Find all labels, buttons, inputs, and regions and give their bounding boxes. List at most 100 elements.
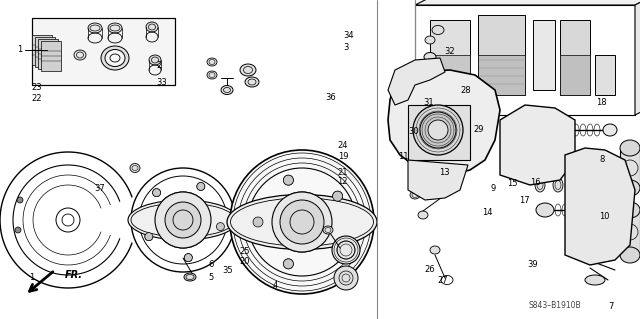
Circle shape — [216, 223, 225, 231]
Circle shape — [216, 223, 225, 231]
Circle shape — [280, 200, 324, 244]
Text: 12: 12 — [337, 177, 348, 186]
Text: 31: 31 — [424, 98, 434, 107]
Ellipse shape — [620, 247, 640, 263]
Text: 19: 19 — [338, 152, 348, 161]
Circle shape — [197, 182, 205, 190]
Ellipse shape — [589, 178, 599, 192]
Circle shape — [152, 189, 161, 197]
Ellipse shape — [227, 195, 377, 249]
Circle shape — [284, 259, 293, 269]
Circle shape — [284, 259, 293, 269]
Polygon shape — [635, 0, 640, 115]
Circle shape — [272, 192, 332, 252]
Circle shape — [253, 217, 263, 227]
Text: S843–B1910B: S843–B1910B — [529, 301, 581, 310]
Circle shape — [420, 112, 456, 148]
Ellipse shape — [553, 178, 563, 192]
Ellipse shape — [74, 50, 86, 60]
Text: 25: 25 — [240, 247, 250, 256]
Text: 22: 22 — [32, 94, 42, 103]
Ellipse shape — [603, 204, 617, 216]
Text: 15: 15 — [507, 179, 517, 188]
Ellipse shape — [571, 178, 581, 192]
Circle shape — [184, 254, 192, 262]
Ellipse shape — [620, 180, 640, 196]
Ellipse shape — [108, 23, 122, 33]
Text: 7: 7 — [609, 302, 614, 311]
Ellipse shape — [207, 58, 217, 66]
Text: FR.: FR. — [65, 270, 83, 280]
Circle shape — [145, 233, 153, 241]
Ellipse shape — [207, 71, 217, 79]
Text: 10: 10 — [600, 212, 610, 221]
Circle shape — [145, 233, 153, 241]
Ellipse shape — [620, 140, 640, 156]
Text: 1: 1 — [17, 46, 22, 55]
Circle shape — [333, 243, 342, 253]
Text: 2: 2 — [156, 61, 161, 70]
Text: 20: 20 — [240, 257, 250, 266]
Circle shape — [165, 202, 201, 238]
Polygon shape — [38, 39, 58, 69]
Circle shape — [333, 191, 342, 201]
Polygon shape — [408, 105, 470, 160]
Circle shape — [152, 189, 161, 197]
Circle shape — [284, 175, 293, 185]
Polygon shape — [478, 15, 525, 95]
Text: 23: 23 — [32, 83, 42, 92]
Polygon shape — [388, 70, 500, 175]
Circle shape — [15, 227, 21, 233]
Text: 18: 18 — [596, 98, 607, 107]
Circle shape — [17, 197, 23, 203]
Ellipse shape — [240, 64, 256, 76]
Polygon shape — [565, 148, 635, 265]
Circle shape — [272, 192, 332, 252]
Text: 26: 26 — [425, 265, 435, 274]
Polygon shape — [32, 18, 175, 85]
Text: 5: 5 — [209, 273, 214, 282]
Ellipse shape — [146, 22, 158, 32]
Polygon shape — [620, 148, 640, 188]
Text: 33: 33 — [157, 78, 167, 87]
Text: 6: 6 — [209, 260, 214, 269]
Circle shape — [428, 120, 448, 140]
Text: 36: 36 — [325, 93, 335, 102]
Ellipse shape — [536, 123, 554, 137]
Circle shape — [333, 191, 342, 201]
Ellipse shape — [221, 85, 233, 94]
Text: 35: 35 — [223, 266, 233, 275]
Circle shape — [184, 254, 192, 262]
Text: 4: 4 — [273, 281, 278, 290]
Polygon shape — [620, 210, 640, 255]
Ellipse shape — [425, 36, 435, 44]
Ellipse shape — [529, 124, 547, 136]
Circle shape — [280, 200, 324, 244]
Text: 1: 1 — [29, 273, 35, 282]
Ellipse shape — [536, 203, 554, 217]
Circle shape — [230, 150, 374, 294]
Polygon shape — [35, 37, 55, 67]
Polygon shape — [388, 58, 445, 105]
Text: 32: 32 — [445, 47, 455, 56]
Ellipse shape — [149, 55, 161, 65]
Ellipse shape — [424, 53, 436, 62]
Text: 21: 21 — [338, 168, 348, 177]
Ellipse shape — [585, 275, 605, 285]
Polygon shape — [595, 55, 615, 95]
Text: 11: 11 — [398, 152, 408, 161]
Text: 37: 37 — [94, 184, 104, 193]
Circle shape — [334, 266, 358, 290]
Ellipse shape — [535, 178, 545, 192]
Polygon shape — [478, 55, 525, 95]
Text: 16: 16 — [531, 178, 541, 187]
Polygon shape — [430, 55, 470, 90]
Text: 8: 8 — [599, 155, 604, 164]
Bar — [415, 5, 635, 115]
Polygon shape — [560, 20, 590, 95]
Ellipse shape — [101, 46, 129, 70]
Ellipse shape — [323, 226, 333, 234]
Circle shape — [333, 243, 342, 253]
Circle shape — [197, 182, 205, 190]
Ellipse shape — [128, 200, 238, 240]
